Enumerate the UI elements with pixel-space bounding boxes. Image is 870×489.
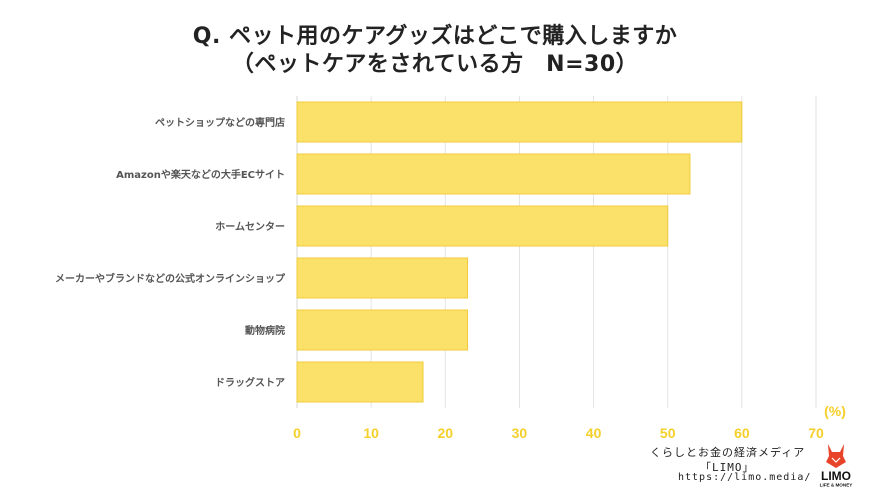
x-tick-label: 40 (586, 425, 602, 441)
bar (296, 257, 469, 299)
x-tick-label: 60 (734, 425, 750, 441)
category-label: Amazonや楽天などの大手ECサイト (116, 168, 285, 181)
unit-label: (%) (824, 403, 846, 419)
x-tick-label: 50 (660, 425, 676, 441)
logo-tagline: LIFE & MONEY (820, 483, 853, 488)
bar (296, 153, 691, 195)
x-tick-label: 30 (512, 425, 528, 441)
x-tick-label: 10 (363, 425, 379, 441)
bar (296, 205, 669, 247)
limo-logo: LIMO LIFE & MONEY (820, 444, 853, 488)
chart-title: Q. ペット用のケアグッズはどこで購入しますか (192, 24, 678, 49)
logo-text: LIMO (821, 469, 851, 483)
footer-brand: 「LIMO」 (700, 461, 755, 474)
footer-url: https://limo.media/ (678, 472, 812, 483)
bar (296, 101, 743, 143)
category-label: ホームセンター (215, 221, 285, 233)
x-tick-label: 70 (808, 425, 824, 441)
chart-subtitle: （ペットケアをされている方 N=30） (231, 52, 639, 77)
category-label: 動物病院 (245, 324, 285, 337)
x-tick-label: 20 (437, 425, 453, 441)
fox-icon (826, 444, 846, 468)
bar (296, 361, 424, 403)
category-label: ペットショップなどの専門店 (155, 116, 285, 129)
x-tick-label: 0 (293, 425, 301, 441)
category-label: ドラッグストア (215, 376, 285, 389)
category-label: メーカーやブランドなどの公式オンラインショップ (55, 272, 286, 285)
bar (296, 309, 469, 351)
footer-media-name: くらしとお金の経済メディア (650, 446, 806, 459)
